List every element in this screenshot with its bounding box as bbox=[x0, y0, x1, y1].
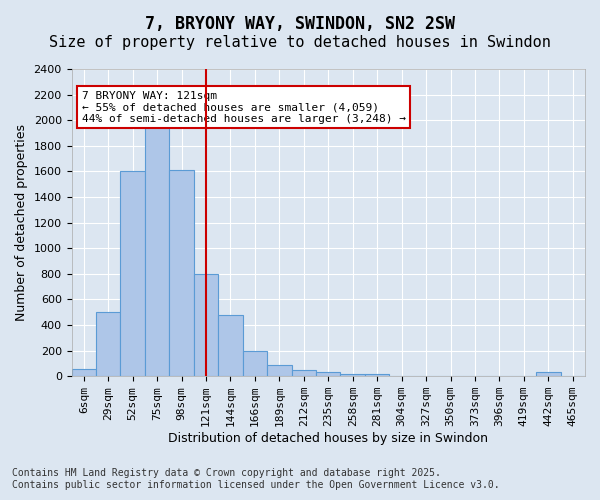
Bar bbox=[169, 170, 194, 376]
Bar bbox=[267, 364, 292, 376]
Bar bbox=[365, 374, 389, 376]
Text: 7, BRYONY WAY, SWINDON, SN2 2SW: 7, BRYONY WAY, SWINDON, SN2 2SW bbox=[145, 15, 455, 33]
X-axis label: Distribution of detached houses by size in Swindon: Distribution of detached houses by size … bbox=[168, 432, 488, 445]
Text: Contains HM Land Registry data © Crown copyright and database right 2025.
Contai: Contains HM Land Registry data © Crown c… bbox=[12, 468, 500, 490]
Bar bbox=[96, 312, 121, 376]
Bar bbox=[242, 350, 267, 376]
Text: Size of property relative to detached houses in Swindon: Size of property relative to detached ho… bbox=[49, 35, 551, 50]
Bar bbox=[145, 124, 169, 376]
Bar bbox=[218, 315, 242, 376]
Y-axis label: Number of detached properties: Number of detached properties bbox=[15, 124, 28, 321]
Bar bbox=[121, 172, 145, 376]
Text: 7 BRYONY WAY: 121sqm
← 55% of detached houses are smaller (4,059)
44% of semi-de: 7 BRYONY WAY: 121sqm ← 55% of detached h… bbox=[82, 90, 406, 124]
Bar bbox=[536, 372, 560, 376]
Bar bbox=[340, 374, 365, 376]
Bar bbox=[316, 372, 340, 376]
Bar bbox=[194, 274, 218, 376]
Bar bbox=[71, 368, 96, 376]
Bar bbox=[292, 370, 316, 376]
